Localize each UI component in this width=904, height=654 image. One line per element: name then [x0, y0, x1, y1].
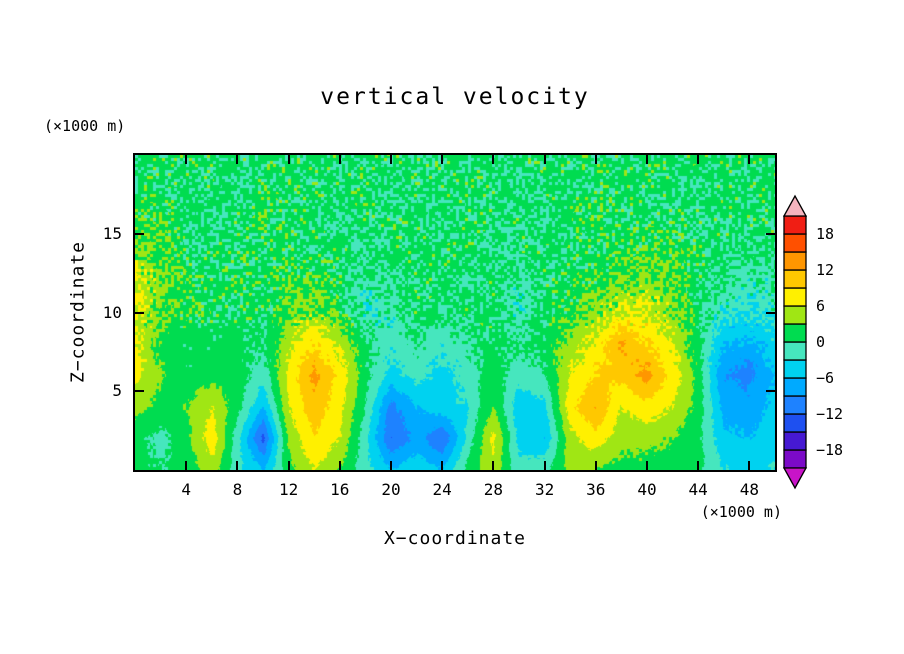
x-tick-mark	[748, 155, 751, 164]
colorbar-band	[783, 413, 807, 433]
colorbar-band	[783, 233, 807, 253]
x-tick-mark	[543, 155, 546, 164]
colorbar-band	[783, 215, 807, 235]
x-tick-mark	[236, 461, 239, 470]
colorbar-label: 6	[816, 297, 825, 315]
colorbar-label: 12	[816, 261, 834, 279]
colorbar-band	[783, 341, 807, 361]
x-tick-mark	[390, 461, 392, 470]
colorbar-band	[783, 449, 807, 469]
x-tick-mark	[646, 461, 648, 470]
x-tick-label: 8	[232, 480, 243, 499]
x-tick-label: 20	[381, 480, 401, 499]
colorbar-band	[783, 305, 807, 325]
plot-title: vertical velocity	[320, 84, 590, 110]
x-tick-label: 4	[181, 480, 191, 499]
x-tick-label: 12	[278, 480, 299, 499]
x-tick-label: 48	[739, 480, 760, 499]
x-tick-mark	[287, 461, 290, 470]
x-tick-mark	[390, 155, 392, 164]
x-tick-label: 16	[330, 480, 350, 499]
x-tick-mark	[543, 461, 546, 470]
x-tick-mark	[492, 155, 495, 164]
colorbar-band	[783, 323, 807, 343]
x-tick-mark	[697, 461, 700, 470]
z-tick-mark	[135, 311, 144, 314]
colorbar-band	[783, 269, 807, 289]
z-tick-mark	[135, 390, 144, 393]
x-tick-label: 44	[688, 480, 708, 499]
colorbar-band	[783, 251, 807, 271]
colorbar-label: 0	[816, 333, 825, 351]
colorbar-label: 18	[816, 225, 834, 243]
colorbar: 18 12 6 0 −6 −12 −18	[782, 194, 843, 490]
x-tick-mark	[646, 155, 648, 164]
z-tick-label: 15	[102, 223, 122, 243]
x-tick-mark	[236, 155, 239, 164]
colorbar-band	[783, 287, 807, 307]
z-tick-label: 10	[102, 302, 122, 322]
x-tick-mark	[185, 461, 188, 470]
x-tick-label: 28	[483, 480, 504, 499]
colorbar-label: −12	[816, 405, 843, 423]
colorbar-label: −6	[816, 369, 834, 387]
x-tick-mark	[594, 461, 597, 470]
x-tick-mark	[338, 155, 341, 164]
colorbar-band	[783, 377, 807, 397]
x-tick-mark	[287, 155, 290, 164]
x-tick-label: 24	[432, 480, 452, 499]
colorbar-label: −18	[816, 441, 843, 459]
colorbar-arrow-down	[782, 467, 808, 490]
x-tick-mark	[185, 155, 188, 164]
z-tick-mark	[766, 311, 775, 314]
x-tick-mark	[338, 461, 341, 470]
x-tick-label: 40	[637, 480, 657, 499]
x-tick-mark	[748, 461, 751, 470]
x-tick-mark	[594, 155, 597, 164]
x-tick-mark	[697, 155, 700, 164]
x-tick-mark	[441, 155, 444, 164]
colorbar-band	[783, 395, 807, 415]
x-tick-label: 36	[586, 480, 606, 499]
x-tick-label: 32	[534, 480, 555, 499]
z-tick-mark	[766, 232, 775, 235]
colorbar-band	[783, 431, 807, 451]
z-tick-mark	[135, 232, 144, 235]
x-axis-label: X−coordinate	[383, 528, 527, 549]
colorbar-band	[783, 359, 807, 379]
contour-field-canvas	[135, 155, 775, 470]
x-axis-unit: (×1000 m)	[700, 503, 782, 521]
colorbar-arrow-up	[782, 194, 808, 217]
z-tick-mark	[766, 390, 775, 393]
z-tick-label: 5	[112, 381, 122, 401]
x-tick-mark	[441, 461, 444, 470]
z-axis-unit: (×1000 m)	[44, 117, 126, 135]
x-tick-mark	[492, 461, 495, 470]
